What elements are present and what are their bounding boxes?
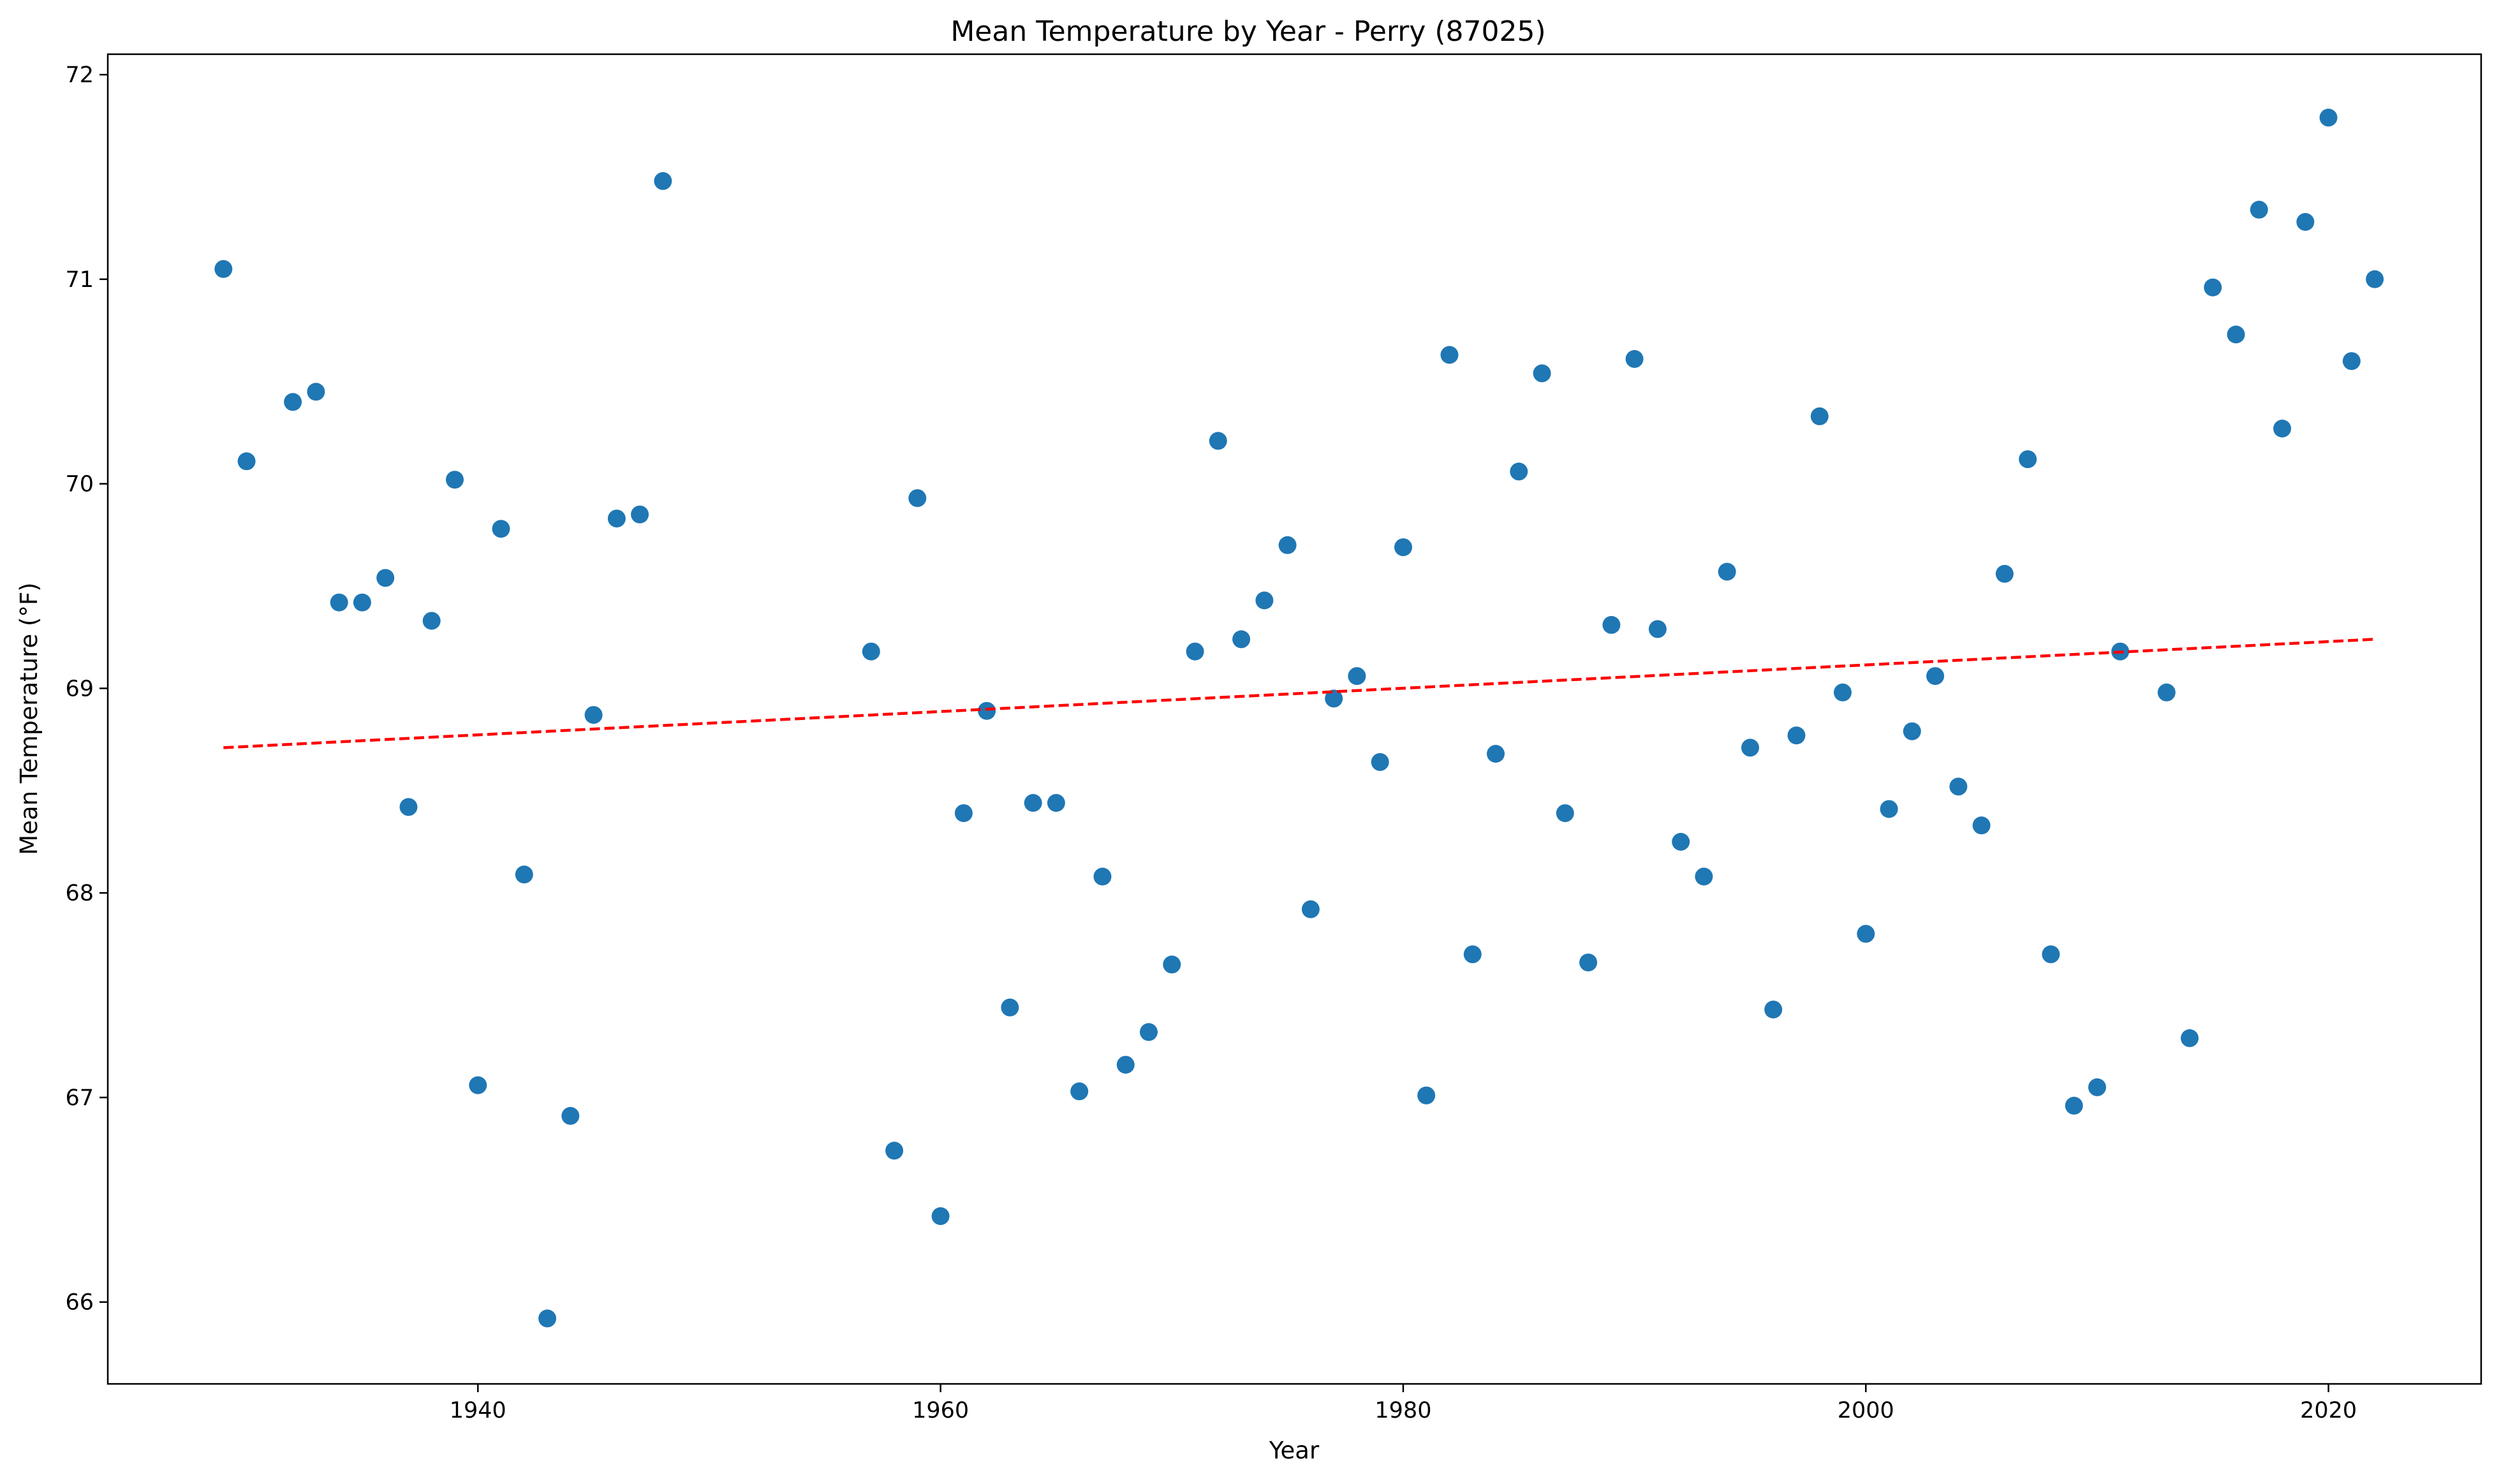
data-point	[2343, 352, 2361, 370]
data-point	[1117, 1056, 1135, 1074]
data-point	[1788, 726, 1806, 744]
data-point	[423, 612, 441, 630]
y-axis-label: Mean Temperature (°F)	[15, 582, 43, 855]
data-point	[1718, 563, 1736, 581]
data-point	[2204, 279, 2222, 297]
data-point	[1649, 620, 1667, 638]
chart-title: Mean Temperature by Year - Perry (87025)	[950, 15, 1545, 48]
data-point	[1672, 833, 1690, 851]
data-point	[1070, 1082, 1088, 1100]
data-point	[2019, 450, 2037, 468]
data-point	[1163, 955, 1181, 973]
data-point	[353, 594, 371, 612]
x-tick-label: 1940	[450, 1398, 506, 1423]
data-point	[400, 798, 418, 816]
data-point	[376, 569, 394, 587]
data-point	[1279, 536, 1297, 554]
data-point	[1302, 900, 1320, 918]
data-point	[1371, 753, 1389, 771]
x-tick-label: 2020	[2300, 1398, 2357, 1423]
data-point	[2181, 1029, 2199, 1047]
data-point	[1510, 462, 1528, 480]
data-point	[538, 1309, 556, 1327]
data-point	[469, 1076, 487, 1094]
data-point	[2158, 684, 2176, 702]
data-point	[446, 471, 464, 489]
data-point	[1209, 432, 1227, 450]
data-point	[608, 510, 626, 527]
x-tick-label: 1980	[1375, 1398, 1431, 1423]
data-point	[1186, 643, 1204, 661]
y-tick-label: 72	[65, 62, 94, 88]
data-point	[1464, 945, 1482, 963]
data-point	[1487, 745, 1505, 763]
data-point	[955, 804, 973, 822]
data-point	[1903, 723, 1921, 740]
data-point	[1441, 346, 1459, 364]
x-axis-label: Year	[1269, 1437, 1320, 1464]
data-point	[1024, 794, 1042, 812]
data-point	[2320, 108, 2338, 126]
data-point	[2296, 213, 2314, 231]
data-point	[1811, 408, 1829, 425]
x-tick-label: 1960	[912, 1398, 969, 1423]
data-point	[492, 520, 510, 538]
data-point	[515, 865, 533, 883]
data-point	[1001, 999, 1019, 1017]
x-tick-label: 2000	[1838, 1398, 1894, 1423]
data-point	[1695, 868, 1713, 886]
data-point	[1834, 684, 1852, 702]
data-point	[2250, 201, 2268, 219]
data-point	[238, 452, 256, 470]
data-point	[1926, 667, 1944, 685]
data-point	[214, 260, 232, 278]
data-point	[1047, 794, 1065, 812]
data-point	[561, 1107, 579, 1125]
data-point	[1741, 738, 1759, 756]
data-point	[885, 1142, 903, 1159]
data-point	[1394, 538, 1412, 556]
data-point	[1880, 800, 1898, 818]
data-point	[2227, 326, 2245, 344]
data-point	[2088, 1078, 2106, 1096]
data-point	[1602, 616, 1620, 634]
data-point	[1579, 953, 1597, 971]
y-tick-label: 70	[65, 472, 94, 497]
data-point	[1232, 630, 1250, 648]
data-point	[932, 1207, 950, 1225]
data-point	[1533, 364, 1551, 382]
data-point	[1764, 1001, 1782, 1018]
data-point	[908, 489, 926, 507]
data-point	[1626, 350, 1644, 368]
data-point	[1140, 1023, 1158, 1041]
data-point	[1348, 667, 1366, 685]
data-point	[862, 643, 880, 661]
data-point	[1996, 565, 2014, 583]
y-tick-label: 69	[65, 676, 94, 702]
data-point	[330, 594, 348, 612]
data-point	[2273, 420, 2291, 437]
data-point	[1094, 868, 1112, 886]
data-point	[284, 393, 302, 411]
data-point	[1949, 777, 1967, 795]
data-point	[654, 172, 672, 190]
data-point	[1417, 1087, 1435, 1105]
data-point	[1857, 925, 1875, 943]
y-tick-label: 68	[65, 881, 94, 906]
data-point	[631, 506, 649, 524]
data-point	[307, 383, 325, 400]
y-tick-label: 67	[65, 1085, 94, 1111]
y-tick-label: 66	[65, 1290, 94, 1316]
y-tick-label: 71	[65, 267, 94, 293]
data-point	[1973, 816, 1991, 834]
data-point	[2366, 270, 2384, 288]
data-point	[2065, 1097, 2083, 1115]
data-point	[1255, 592, 1273, 610]
data-point	[585, 706, 603, 724]
data-point	[1556, 804, 1574, 822]
data-point	[2042, 945, 2060, 963]
